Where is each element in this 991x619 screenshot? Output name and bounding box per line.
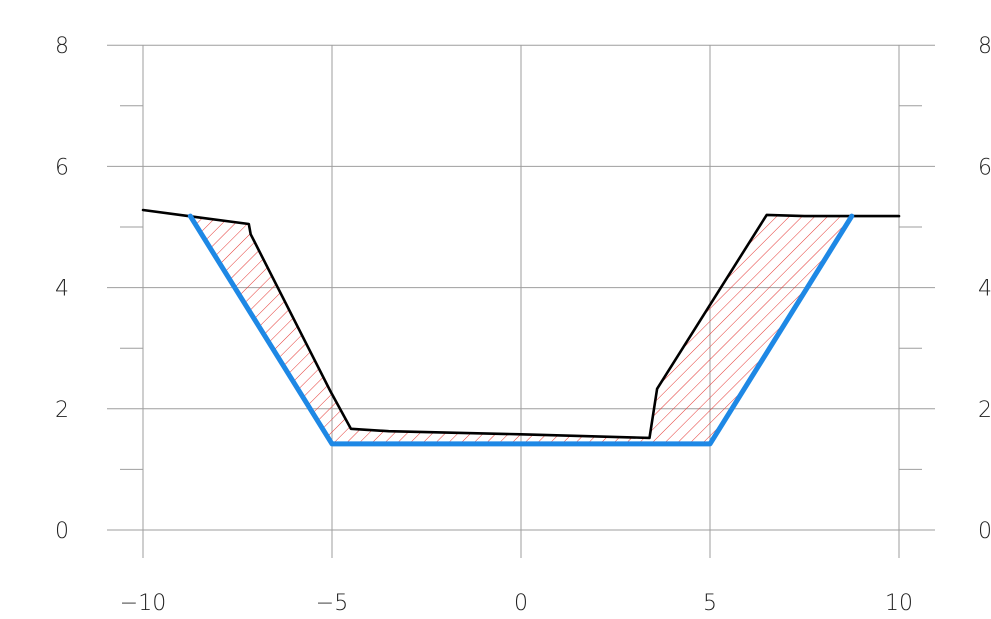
ground-profile-line bbox=[141, 208, 901, 440]
y-tick-label-left: 0 bbox=[55, 519, 69, 544]
x-tick-label: −5 bbox=[316, 591, 348, 616]
cut-area-layer bbox=[190, 214, 852, 444]
y-tick-label-right: 8 bbox=[978, 34, 991, 59]
x-tick-label: 10 bbox=[885, 591, 913, 616]
y-tick-label-right: 6 bbox=[978, 155, 991, 180]
y-tick-label-right: 2 bbox=[978, 398, 991, 423]
tick-labels: 0 0 2 2 4 4 6 6 8 8 −10 −5 0 5 10 bbox=[55, 34, 991, 616]
y-tick-label-left: 4 bbox=[55, 277, 69, 302]
grid bbox=[107, 44, 935, 558]
y-tick-label-right: 4 bbox=[978, 277, 991, 302]
y-tick-label-left: 8 bbox=[55, 34, 69, 59]
y-tick-label-right: 0 bbox=[978, 519, 991, 544]
design-profile-line bbox=[187, 213, 855, 447]
cut-area-hatch bbox=[190, 214, 852, 444]
x-tick-label: 0 bbox=[514, 591, 528, 616]
x-tick-label: 5 bbox=[703, 591, 717, 616]
y-tick-label-left: 6 bbox=[55, 155, 69, 180]
x-tick-label: −10 bbox=[120, 591, 166, 616]
series-layer bbox=[141, 208, 901, 447]
y-tick-label-left: 2 bbox=[55, 398, 69, 423]
